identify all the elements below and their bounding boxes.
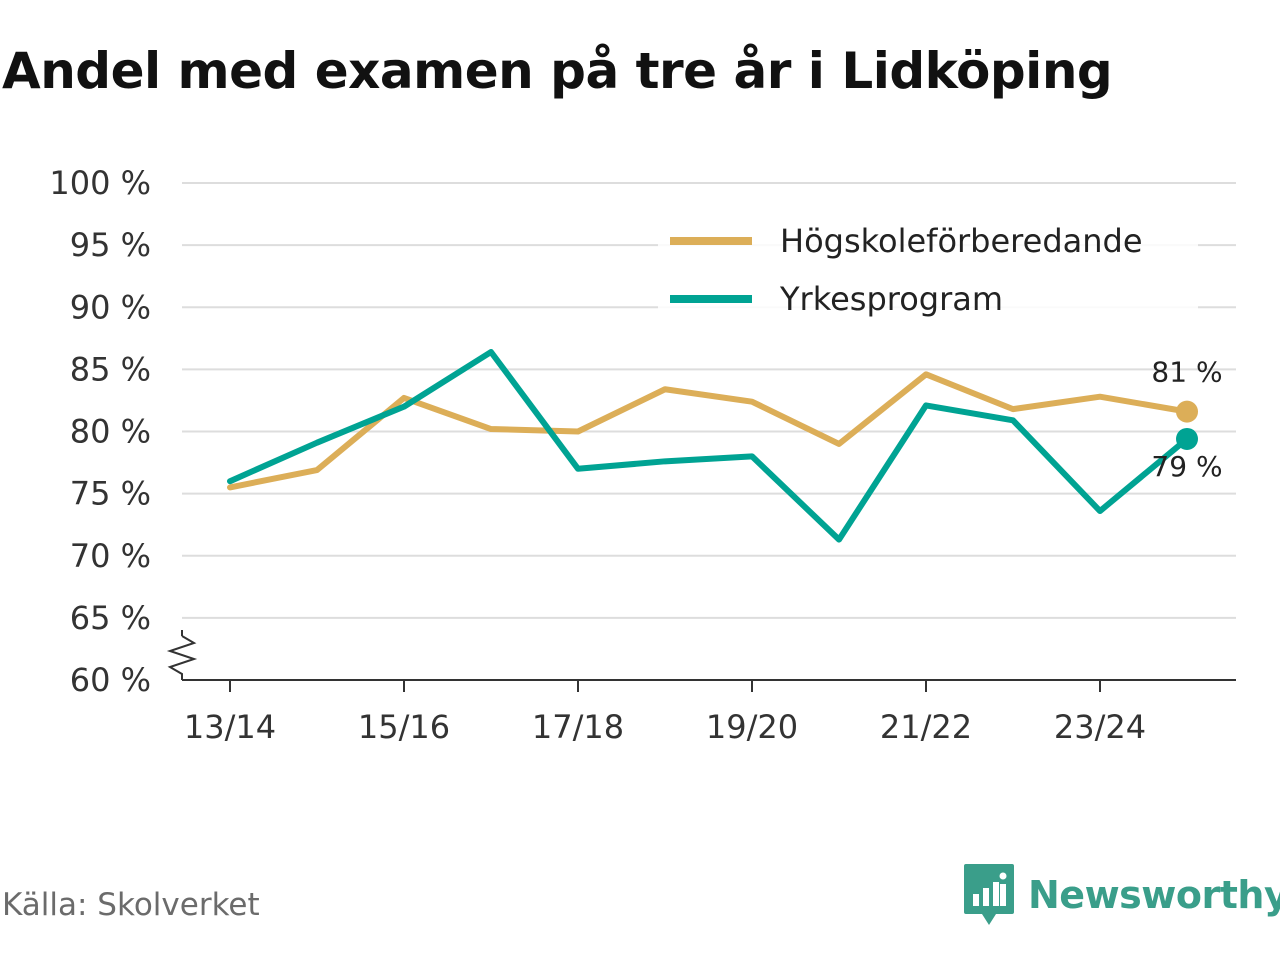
axes: 60 % 65 % 70 % 75 % 80 % 85 % 90 % 95 % 100 % 13/… [49,164,1236,746]
series-line-2 [227,348,1190,543]
legend-label: Yrkesprogram [779,280,1003,318]
x-tick-label: 23/24 [1054,708,1146,746]
x-tick-label: 21/22 [880,708,972,746]
legend-label: Högskoleförberedande [780,222,1143,260]
y-axis-break [166,635,198,680]
x-tick-label: 13/14 [184,708,276,746]
newsworthy-logo-icon [964,864,1014,925]
brand-name: Newsworthy [1028,873,1280,917]
y-tick-label: 85 % [70,350,151,388]
y-tick-label: 80 % [70,413,151,451]
chart-title: Andel med examen på tre år i Lidköping [2,42,1113,100]
brand-logo[interactable]: Newsworthy [962,860,1280,930]
end-marker-1 [1176,400,1198,423]
end-marker-2 [1176,427,1198,450]
y-tick-label: 60 % [70,661,151,699]
y-tick-label: 65 % [70,599,151,637]
end-value-label: 79 % [1151,450,1222,483]
y-tick-label: 100 % [49,164,151,202]
y-tick-label: 95 % [70,226,151,264]
end-value-label: 81 % [1151,356,1222,389]
legend: Högskoleförberedande Yrkesprogram [658,221,1198,321]
x-tick-label: 19/20 [706,708,798,746]
data-labels: 81 % 79 % [1151,356,1222,483]
y-tick-label: 70 % [70,537,151,575]
source-note: Källa: Skolverket [2,887,260,923]
x-tick-label: 15/16 [358,708,450,746]
x-tick-label: 17/18 [532,708,624,746]
y-tick-label: 75 % [70,475,151,513]
series-lines [227,348,1198,543]
y-tick-label: 90 % [70,288,151,326]
